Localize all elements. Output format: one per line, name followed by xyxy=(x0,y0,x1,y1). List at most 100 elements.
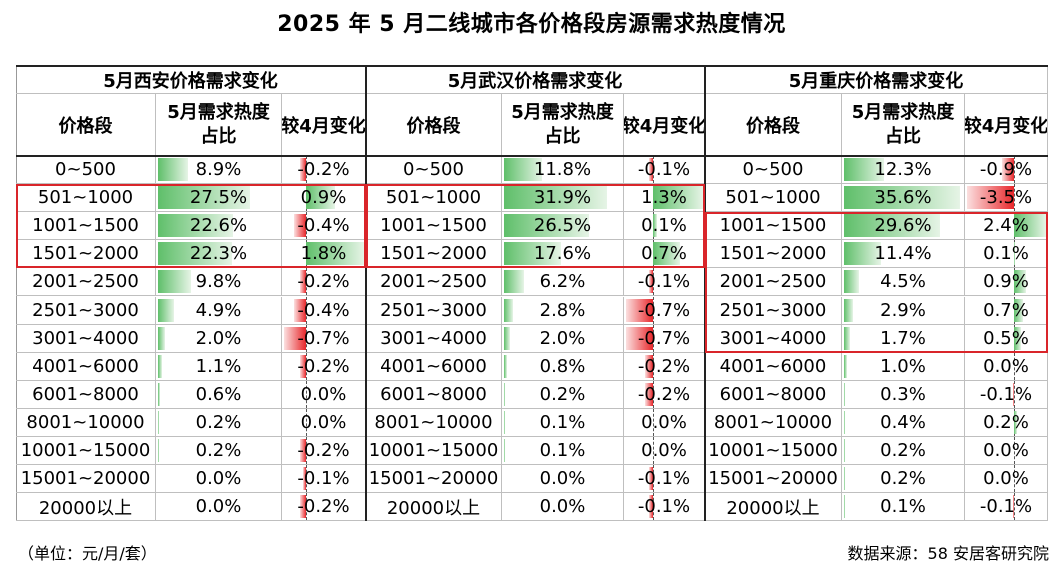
share-cell: 12.3% xyxy=(842,156,965,185)
change-cell: -0.2% xyxy=(624,380,705,409)
share-value: 0.2% xyxy=(539,383,586,405)
share-cell: 6.2% xyxy=(502,268,624,297)
share-cell: 4.5% xyxy=(842,268,965,297)
share-value: 0.2% xyxy=(195,440,242,462)
change-cell: -0.2% xyxy=(282,156,366,185)
change-cell: -0.2% xyxy=(282,493,366,522)
change-value: -0.7% xyxy=(297,327,350,349)
share-cell: 0.1% xyxy=(842,493,965,522)
share-value: 0.1% xyxy=(880,496,926,518)
price-band-cell: 6001~8000 xyxy=(366,380,502,409)
col-header-price-band: 价格段 xyxy=(705,94,842,156)
share-value: 8.9% xyxy=(195,159,242,181)
change-cell: -0.1% xyxy=(624,465,705,494)
share-bar xyxy=(844,410,846,434)
change-axis xyxy=(306,408,308,436)
col-header-price-band: 价格段 xyxy=(366,94,502,156)
change-value: 0.9% xyxy=(300,187,347,209)
share-bar xyxy=(844,158,884,182)
share-bar xyxy=(158,270,191,294)
change-bar-negative xyxy=(649,270,653,294)
change-cell: -0.2% xyxy=(624,352,705,381)
change-bar-positive xyxy=(1013,298,1024,322)
share-cell: 8.9% xyxy=(156,156,282,185)
change-bar-positive xyxy=(1013,326,1021,350)
change-value: -0.9% xyxy=(979,159,1033,181)
change-axis xyxy=(306,465,308,493)
price-band-cell: 6001~8000 xyxy=(705,380,842,409)
unit-note: （单位：元/月/套） xyxy=(18,544,157,563)
share-cell: 0.3% xyxy=(842,380,965,409)
share-bar xyxy=(504,382,505,406)
share-cell: 2.9% xyxy=(842,296,965,325)
change-value: 0.0% xyxy=(300,411,347,433)
share-cell: 0.6% xyxy=(156,380,282,409)
change-cell: 0.9% xyxy=(965,268,1048,297)
share-value: 27.5% xyxy=(189,187,248,209)
share-cell: 0.2% xyxy=(156,437,282,466)
change-bar-positive xyxy=(652,242,680,266)
price-band-cell: 15001~20000 xyxy=(16,465,156,494)
change-cell: 0.0% xyxy=(965,352,1048,381)
share-bar xyxy=(844,298,854,322)
change-axis xyxy=(306,352,308,380)
change-bar-positive xyxy=(1013,410,1017,434)
share-bar xyxy=(504,326,511,350)
change-value: -0.2% xyxy=(637,355,691,377)
change-value: -0.4% xyxy=(297,215,350,237)
share-value: 9.8% xyxy=(195,271,242,293)
change-cell: 0.0% xyxy=(282,380,366,409)
share-bar xyxy=(158,354,162,378)
change-axis xyxy=(306,380,308,408)
change-cell: 1.3% xyxy=(624,184,705,213)
change-cell: 1.8% xyxy=(282,240,366,269)
change-bar-negative xyxy=(300,158,307,182)
change-value: 2.4% xyxy=(983,215,1029,237)
change-value: -0.2% xyxy=(297,271,350,293)
price-band-cell: 20000以上 xyxy=(705,493,842,522)
data-source: 数据来源：58 安居客研究院 xyxy=(847,544,1049,563)
price-band-cell: 2501~3000 xyxy=(366,296,502,325)
share-cell: 9.8% xyxy=(156,268,282,297)
change-axis xyxy=(1013,380,1015,408)
change-cell: -0.7% xyxy=(624,296,705,325)
share-cell: 17.6% xyxy=(502,240,624,269)
change-bar-negative xyxy=(626,298,653,322)
price-band-cell: 2001~2500 xyxy=(16,268,156,297)
change-bar-negative xyxy=(649,495,653,519)
change-value: -0.1% xyxy=(637,468,691,490)
change-value: -0.2% xyxy=(297,496,350,518)
price-band-cell: 2001~2500 xyxy=(705,268,842,297)
share-cell: 0.0% xyxy=(156,465,282,494)
share-cell: 11.4% xyxy=(842,240,965,269)
change-bar-negative xyxy=(1001,158,1014,182)
col-header-change: 较4月变化 xyxy=(624,94,705,156)
share-cell: 0.1% xyxy=(502,437,624,466)
share-bar xyxy=(504,354,507,378)
change-axis xyxy=(306,268,308,296)
col-header-price-band: 价格段 xyxy=(16,94,156,156)
share-value: 2.0% xyxy=(539,327,586,349)
col-header-share: 5月需求热度占比 xyxy=(156,94,282,156)
change-axis xyxy=(652,324,654,352)
share-value: 4.5% xyxy=(880,271,926,293)
share-bar xyxy=(844,186,960,210)
share-cell: 22.6% xyxy=(156,212,282,241)
change-bar-negative xyxy=(293,298,307,322)
change-axis xyxy=(652,380,654,408)
change-axis xyxy=(652,296,654,324)
share-value: 26.5% xyxy=(533,215,592,237)
share-cell: 0.0% xyxy=(502,493,624,522)
change-bar-negative xyxy=(649,467,653,491)
change-cell: 0.5% xyxy=(965,324,1048,353)
change-axis xyxy=(652,493,654,521)
share-value: 17.6% xyxy=(533,243,592,265)
share-value: 1.7% xyxy=(880,327,926,349)
change-axis xyxy=(1013,465,1015,493)
price-band-cell: 1001~1500 xyxy=(705,212,842,241)
col-header-change: 较4月变化 xyxy=(282,94,366,156)
share-bar xyxy=(504,214,590,238)
change-value: 1.8% xyxy=(300,243,347,265)
change-bar-negative xyxy=(1012,382,1014,406)
change-value: -0.7% xyxy=(637,327,691,349)
